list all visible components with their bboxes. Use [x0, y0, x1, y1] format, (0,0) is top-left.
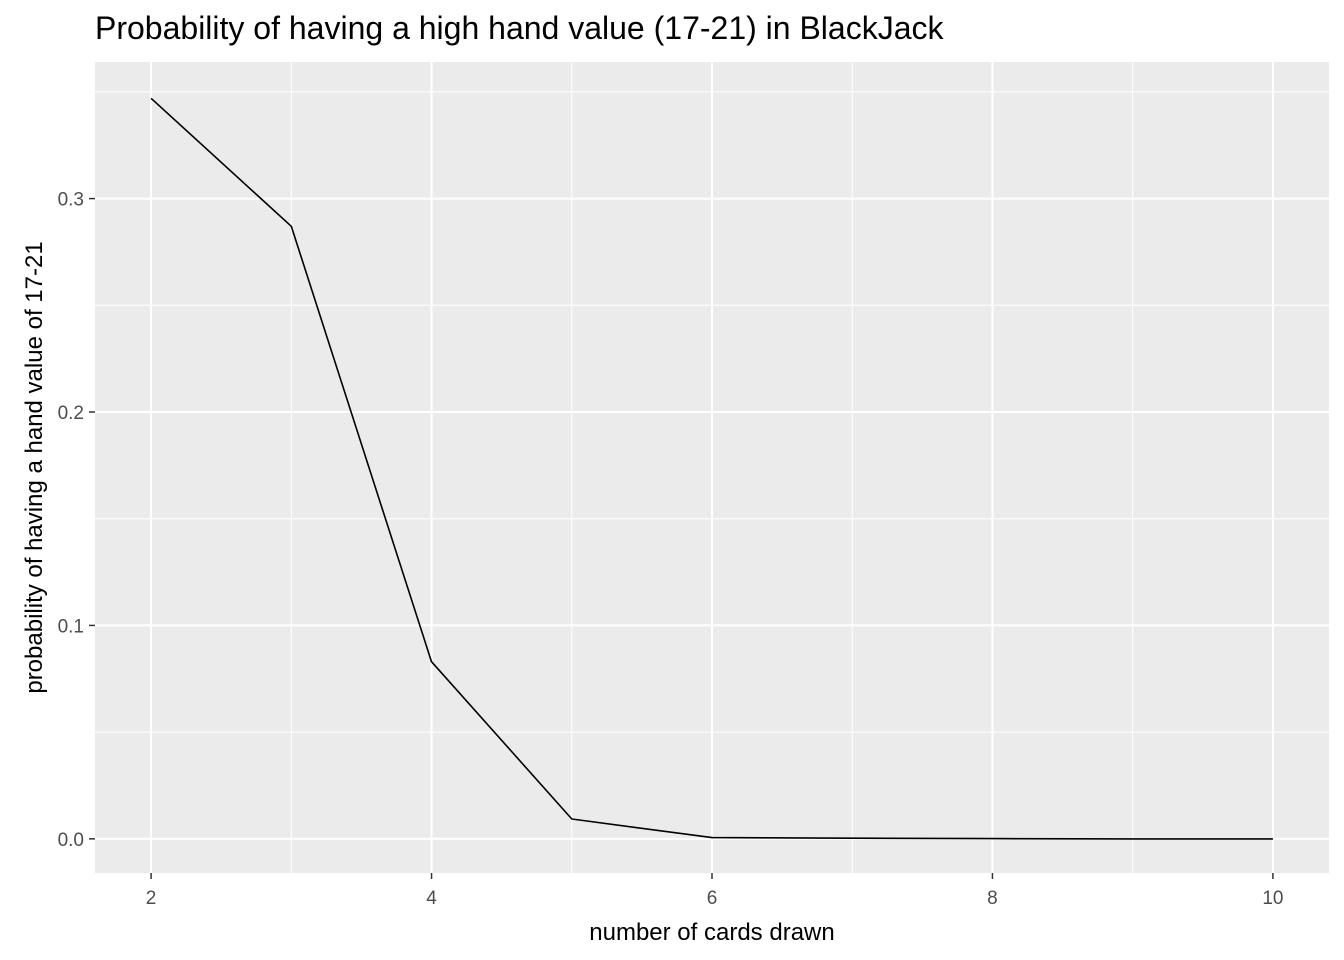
y-axis-title: probability of having a hand value of 17…: [21, 241, 48, 693]
major-gridlines: [95, 62, 1329, 873]
y-tick-label: 0.0: [58, 830, 84, 851]
series-layer: [150, 97, 1273, 840]
x-tick-label: 2: [146, 888, 157, 909]
x-tick-label: 10: [1262, 888, 1283, 909]
x-tick-label: 8: [987, 888, 998, 909]
x-tick-label: 6: [707, 888, 718, 909]
y-tick-label: 0.2: [58, 403, 84, 424]
chart-title: Probability of having a high hand value …: [95, 10, 944, 46]
y-axis-ticks: 0.0 0.1 0.2 0.3: [58, 190, 95, 851]
y-tick-label: 0.1: [58, 616, 84, 637]
x-axis-title: number of cards drawn: [589, 919, 834, 946]
y-tick-label: 0.3: [58, 190, 84, 211]
x-axis-ticks: 2 4 6 8 10: [146, 873, 1283, 909]
series-line-0: [150, 97, 1273, 840]
x-tick-label: 4: [426, 888, 437, 909]
